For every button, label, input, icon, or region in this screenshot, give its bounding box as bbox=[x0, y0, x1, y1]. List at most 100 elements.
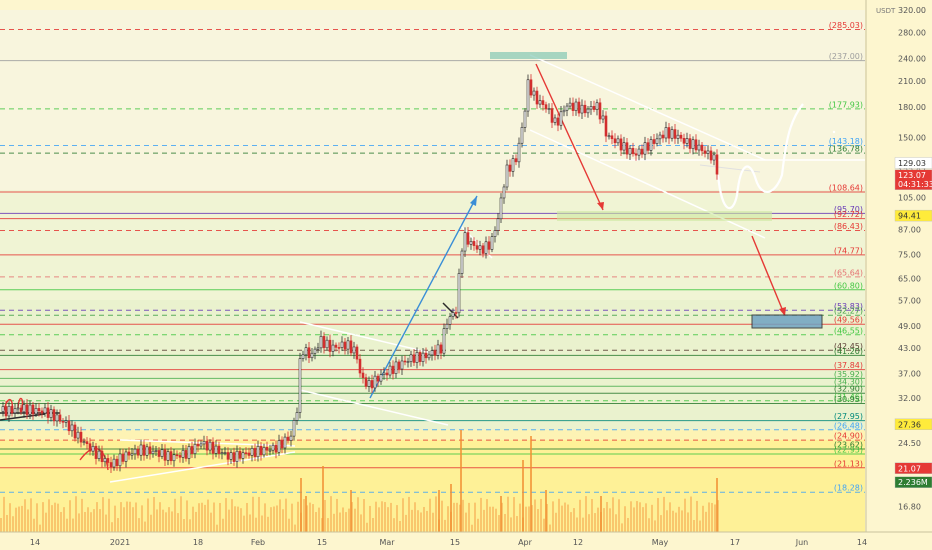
volume-bar bbox=[24, 499, 26, 532]
volume-bar bbox=[672, 510, 674, 532]
y-tick-label: 16.80 bbox=[898, 502, 921, 511]
volume-bar bbox=[327, 518, 329, 532]
volume-bar bbox=[305, 496, 307, 532]
volume-bar bbox=[402, 498, 404, 532]
candle-body bbox=[475, 245, 479, 250]
volume-bar bbox=[360, 514, 362, 532]
volume-bar bbox=[429, 498, 431, 532]
candle-body bbox=[472, 241, 476, 246]
candle-body bbox=[412, 354, 416, 363]
volume-bar bbox=[225, 498, 227, 532]
volume-bar bbox=[474, 502, 476, 532]
candle-body bbox=[451, 312, 455, 317]
candle-body bbox=[454, 312, 458, 314]
candle-body bbox=[661, 134, 665, 139]
volume-bar bbox=[492, 506, 494, 532]
volume-bar bbox=[138, 518, 140, 532]
volume-bar bbox=[390, 502, 392, 532]
volume-bar bbox=[567, 504, 569, 532]
volume-bar bbox=[621, 523, 623, 532]
candle-body bbox=[163, 449, 167, 461]
candle-body bbox=[235, 450, 239, 462]
candle-body bbox=[655, 138, 659, 144]
candle-body bbox=[631, 148, 635, 155]
candle-body bbox=[493, 230, 497, 237]
candle-body bbox=[625, 142, 629, 155]
candle-body bbox=[136, 448, 140, 456]
y-tick-label: 75.00 bbox=[898, 250, 921, 259]
candle-body bbox=[583, 104, 587, 114]
volume-bar bbox=[318, 507, 320, 532]
candle-body bbox=[226, 452, 230, 460]
price-tag bbox=[894, 462, 932, 474]
candle-body bbox=[676, 134, 680, 139]
volume-bar bbox=[322, 466, 324, 532]
candle-body bbox=[127, 451, 131, 456]
volume-bar bbox=[699, 520, 701, 532]
volume-bar bbox=[564, 502, 566, 532]
volume-bar bbox=[90, 512, 92, 532]
price-axis[interactable]: 320.00 280.00 240.00 210.00 180.00 150.00 129.… bbox=[865, 0, 932, 550]
volume-bar bbox=[12, 516, 14, 532]
volume-bar bbox=[477, 518, 479, 532]
y-tick-label: 49.00 bbox=[898, 322, 921, 331]
volume-bar bbox=[504, 513, 506, 532]
candle-body bbox=[58, 414, 62, 422]
background-bands bbox=[0, 10, 865, 535]
volume-bar bbox=[663, 496, 665, 532]
y-tick-label: 210.00 bbox=[898, 77, 926, 86]
volume-bar bbox=[396, 505, 398, 532]
time-axis[interactable]: 14 2021 18 Feb 15 Mar 15 Apr 12 May 17 Jun 14 bbox=[0, 531, 932, 550]
volume-bar bbox=[627, 517, 629, 532]
volume-bar bbox=[447, 506, 449, 532]
candle-body bbox=[1, 406, 5, 412]
candle-body bbox=[649, 139, 653, 151]
trend-line bbox=[0, 413, 46, 421]
volume-bar bbox=[84, 511, 86, 532]
candle-body bbox=[274, 444, 278, 453]
candle-body bbox=[592, 106, 596, 110]
candle-body bbox=[28, 404, 32, 415]
volume-bar bbox=[537, 509, 539, 532]
volume-bar bbox=[519, 503, 521, 532]
candle-body bbox=[679, 134, 683, 139]
volume-bar bbox=[36, 503, 38, 532]
volume-bar bbox=[120, 502, 122, 532]
candle-body bbox=[400, 360, 404, 370]
candle-body bbox=[319, 336, 323, 349]
volume-bar bbox=[45, 512, 47, 532]
candle-body bbox=[700, 144, 704, 152]
candle-body bbox=[253, 448, 257, 458]
volume-bar bbox=[651, 504, 653, 532]
candle-body bbox=[91, 445, 95, 452]
volume-bar bbox=[639, 502, 641, 532]
x-tick-label: 17 bbox=[730, 538, 740, 547]
candle-body bbox=[601, 115, 605, 120]
level-label: (24.90) bbox=[834, 432, 863, 441]
candle-body bbox=[112, 458, 116, 468]
candle-body bbox=[181, 450, 185, 458]
candle-body bbox=[628, 148, 632, 155]
volume-bar bbox=[309, 502, 311, 532]
candle-body bbox=[703, 150, 707, 154]
volume-bar bbox=[495, 508, 497, 532]
candle-body bbox=[25, 404, 29, 415]
trend-line bbox=[529, 54, 766, 161]
candle-body bbox=[151, 450, 155, 454]
y-tick-label: 180.00 bbox=[898, 103, 926, 112]
candle-body bbox=[670, 129, 674, 139]
candle-body bbox=[619, 138, 623, 151]
blue-arrowhead bbox=[470, 196, 477, 206]
x-tick-label: 18 bbox=[193, 538, 203, 547]
volume-bar bbox=[162, 509, 164, 532]
candle-body bbox=[328, 339, 332, 352]
volume-bar bbox=[690, 496, 692, 532]
volume-bar bbox=[249, 514, 251, 532]
volume-bar bbox=[369, 505, 371, 532]
volume-bar bbox=[192, 506, 194, 532]
candle-body bbox=[496, 218, 500, 231]
price-tag-sublabel: 04:31:33 bbox=[898, 180, 932, 189]
y-tick-label: 150.00 bbox=[898, 134, 926, 143]
